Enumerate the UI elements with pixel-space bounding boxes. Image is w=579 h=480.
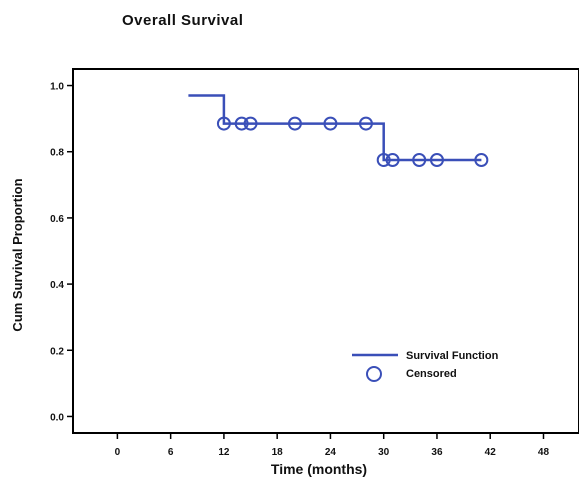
- censored-marker: [234, 116, 249, 131]
- x-tick-label: 18: [272, 447, 284, 458]
- y-axis-label: Cum Survival Proportion: [10, 178, 25, 331]
- x-tick-label: 30: [378, 447, 390, 458]
- x-tick-label: 6: [168, 447, 174, 458]
- x-tick-label: 12: [218, 447, 230, 458]
- x-tick-label: 42: [485, 447, 497, 458]
- censored-marker: [474, 153, 489, 167]
- y-tick-label: 0.8: [50, 148, 64, 159]
- plot-frame: [72, 68, 579, 434]
- survival-function-line: [188, 94, 482, 162]
- x-tick-label: 48: [538, 447, 550, 458]
- censored-marker: [323, 116, 338, 131]
- censored-marker: [287, 116, 302, 131]
- chart-title: Overall Survival: [122, 12, 243, 29]
- x-tick-label: 24: [325, 447, 337, 458]
- legend-circle-icon: [366, 366, 382, 382]
- censored-marker: [429, 153, 444, 167]
- censored-marker: [243, 116, 258, 131]
- y-tick-label: 0.0: [50, 412, 64, 423]
- x-tick-label: 36: [431, 447, 443, 458]
- legend: Survival Function Censored: [352, 350, 499, 382]
- plot-area: 0.0 0.2 0.4 0.6 0.8 1.0 0 6 12 18 24 30 36 42 48: [50, 68, 579, 458]
- censored-marker: [358, 116, 373, 131]
- y-tick-label: 0.4: [50, 280, 64, 291]
- legend-label-censored: Censored: [406, 368, 457, 380]
- x-tick-label: 0: [115, 447, 121, 458]
- censored-marker: [412, 153, 427, 167]
- censored-marker: [376, 153, 391, 167]
- y-tick-label: 1.0: [50, 82, 64, 93]
- censored-marker: [385, 153, 400, 167]
- legend-label-survival: Survival Function: [406, 350, 499, 362]
- y-tick-label: 0.6: [50, 214, 64, 225]
- x-axis-label: Time (months): [271, 461, 367, 477]
- censored-marker: [216, 116, 231, 131]
- y-tick-label: 0.2: [50, 346, 64, 357]
